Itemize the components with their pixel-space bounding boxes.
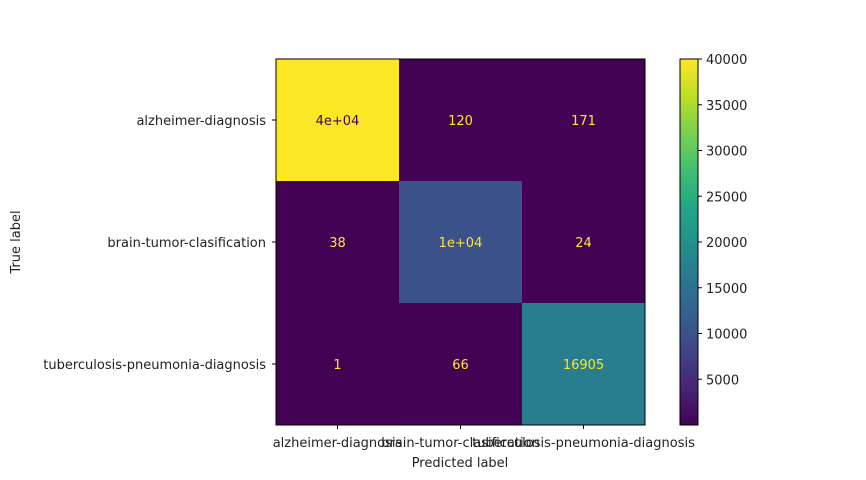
colorbar-tick-label: 5000	[706, 373, 739, 388]
y-tick-label: brain-tumor-clasification	[107, 236, 266, 251]
cell-value-label: 171	[571, 114, 596, 129]
colorbar-ticks: 5000 10000 15000 20000 25000 30000 35000 40000	[698, 53, 747, 388]
x-axis-label: Predicted label	[412, 456, 509, 471]
heatmap-cell-r1-c0	[276, 181, 400, 304]
y-tick-label: alzheimer-diagnosis	[136, 114, 266, 129]
colorbar-tick-label: 15000	[706, 282, 747, 297]
cell-value-label: 66	[452, 358, 469, 373]
cell-value-label: 4e+04	[316, 114, 360, 129]
heatmap-cell-r1-c2	[522, 181, 646, 304]
colorbar-tick-label: 10000	[706, 328, 747, 343]
colorbar-tick-label: 20000	[706, 236, 747, 251]
y-tick-label: tuberculosis-pneumonia-diagnosis	[43, 358, 266, 373]
colorbar	[679, 58, 699, 426]
x-tick-label: brain-tumor-clasification	[381, 436, 540, 451]
y-axis-label: True label	[9, 210, 24, 274]
heatmap-cell-r2-c1	[399, 303, 523, 426]
heatmap-cell-r0-c0	[276, 59, 400, 182]
cell-value-label: 120	[448, 114, 473, 129]
heatmap-cell-r1-c1	[399, 181, 523, 304]
heatmap-cell-r2-c0	[276, 303, 400, 426]
heatmap-cell-r0-c1	[399, 59, 523, 182]
x-tick-label: alzheimer-diagnosis	[273, 436, 403, 451]
cell-value-label: 1e+04	[439, 236, 483, 251]
cell-value-label: 1	[333, 358, 341, 373]
cell-value-label: 24	[575, 236, 592, 251]
x-axis-ticks: alzheimer-diagnosisbrain-tumor-clasifica…	[273, 425, 695, 451]
heatmap-cell-r0-c2	[522, 59, 646, 182]
y-axis-ticks: alzheimer-diagnosis brain-tumor-clasifica…	[43, 114, 276, 373]
cell-value-label: 38	[329, 236, 346, 251]
x-tick-label: tuberculosis-pneumonia-diagnosis	[472, 436, 695, 451]
colorbar-tick-label: 40000	[706, 53, 747, 68]
cell-value-label: 16905	[563, 358, 604, 373]
colorbar-tick-label: 35000	[706, 99, 747, 114]
heatmap-cell-r2-c2	[522, 303, 646, 426]
colorbar-tick-label: 30000	[706, 145, 747, 160]
colorbar-tick-label: 25000	[706, 190, 747, 205]
heatmap-cells: 4e+04 120 171 38 1e+04 24 1 66 16905	[276, 59, 646, 426]
